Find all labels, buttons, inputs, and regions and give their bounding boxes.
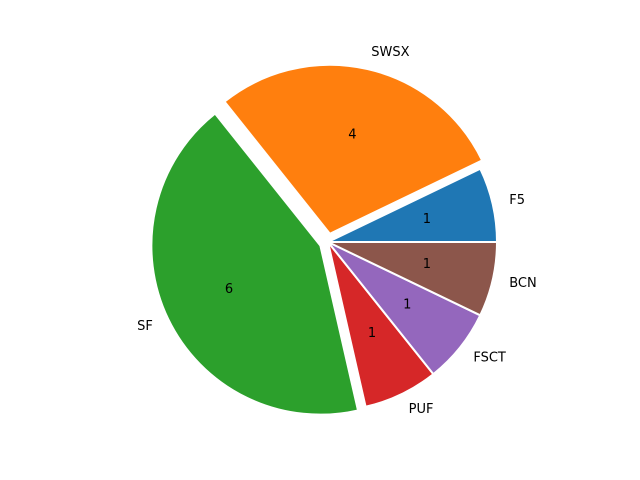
pie-labels: F5 1 SWSX 4 SF 6 PUF 1 FSCT 1 BCN 1 [137, 45, 537, 417]
slice-label-sf: SF [137, 319, 153, 334]
value-label-swsx: 4 [348, 127, 356, 142]
slice-label-swsx: SWSX [371, 45, 409, 60]
value-label-puf: 1 [368, 326, 376, 341]
pie-slice-bcn [327, 241, 498, 317]
slice-label-f5: F5 [509, 193, 525, 208]
slice-label-bcn: BCN [509, 276, 537, 291]
value-label-f5: 1 [423, 212, 431, 227]
value-label-fsct: 1 [403, 298, 411, 313]
pie-slices [150, 63, 498, 416]
slice-label-puf: PUF [409, 402, 434, 417]
pie-slice-swsx [223, 63, 484, 235]
value-label-bcn: 1 [423, 257, 431, 272]
slice-label-fsct: FSCT [473, 350, 506, 365]
value-label-sf: 6 [225, 282, 233, 297]
pie-slice-sf [150, 112, 359, 416]
